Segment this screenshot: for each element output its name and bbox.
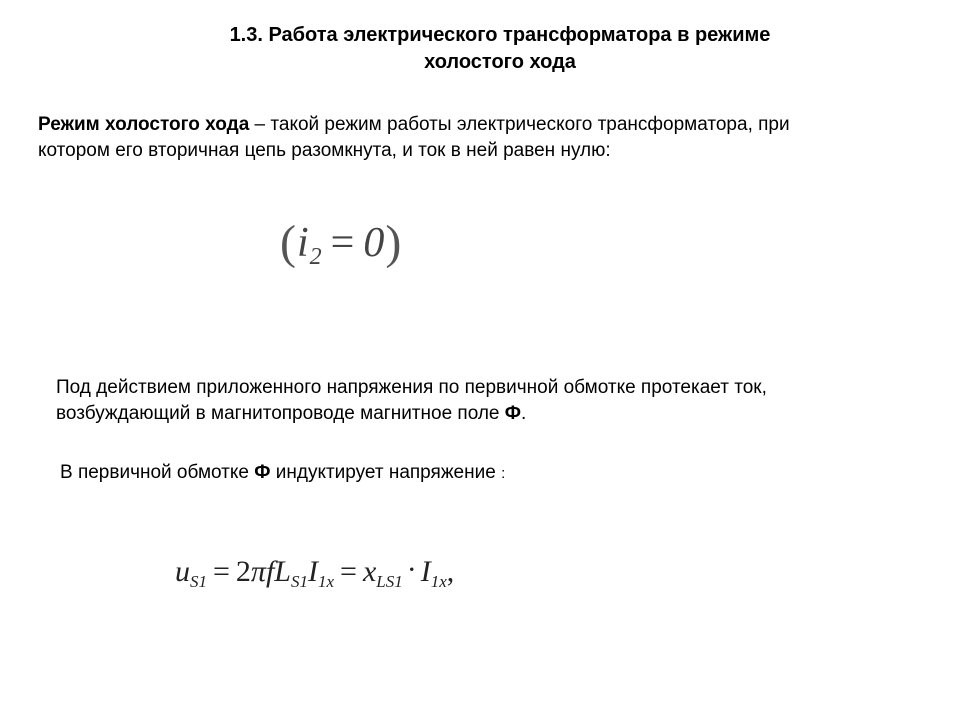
definition-term: Режим холостого хода (38, 114, 249, 135)
eq2-equals-2: = (334, 555, 363, 588)
eq2-x: x (363, 555, 376, 588)
eq2-pi: π (251, 555, 266, 588)
paragraph-definition: Режим холостого хода – такой режим работ… (38, 112, 858, 164)
eq2-I1-sub: 1x (318, 572, 334, 591)
eq2-I1: I (308, 555, 318, 588)
section-title: 1.3. Работа электрического трансформатор… (180, 22, 820, 76)
eq2-L-sub: S1 (291, 572, 308, 591)
paragraph-flux: Под действием приложенного напряжения по… (56, 375, 856, 427)
eq2-I2-sub: 1x (431, 572, 447, 591)
para3-text-b: индуктирует напряжение (270, 462, 501, 483)
close-paren: ) (385, 216, 402, 269)
eq2-u: u (175, 555, 190, 588)
para3-text-a: В первичной обмотке (60, 462, 254, 483)
eq2-u-sub: S1 (190, 572, 207, 591)
eq2-two: 2 (236, 555, 251, 588)
eq2-L: L (274, 555, 291, 588)
eq2-I2: I (421, 555, 431, 588)
para2-text-b: . (521, 403, 526, 424)
eq2-dot: · (403, 553, 421, 586)
phi-symbol-1: Ф (505, 403, 521, 424)
para3-colon: : (501, 465, 505, 482)
eq1-sub: 2 (310, 244, 323, 270)
phi-symbol-2: Ф (254, 462, 270, 483)
eq1-var: i (297, 220, 310, 266)
open-paren: ( (280, 216, 297, 269)
paragraph-induced-voltage: В первичной обмотке Ф индуктирует напряж… (60, 460, 860, 486)
equation-us1: uS1=2πfLS1I1x=xLS1·I1x, (175, 555, 454, 592)
para2-text-a: Под действием приложенного напряжения по… (56, 377, 767, 424)
eq2-comma: , (447, 555, 455, 588)
eq1-equals: = (323, 220, 364, 266)
equation-i2-zero: (i2=0) (280, 215, 680, 271)
eq2-x-sub: LS1 (376, 572, 402, 591)
eq2-equals-1: = (207, 555, 236, 588)
eq1-rhs: 0 (363, 220, 385, 266)
document-page: 1.3. Работа электрического трансформатор… (0, 0, 960, 720)
